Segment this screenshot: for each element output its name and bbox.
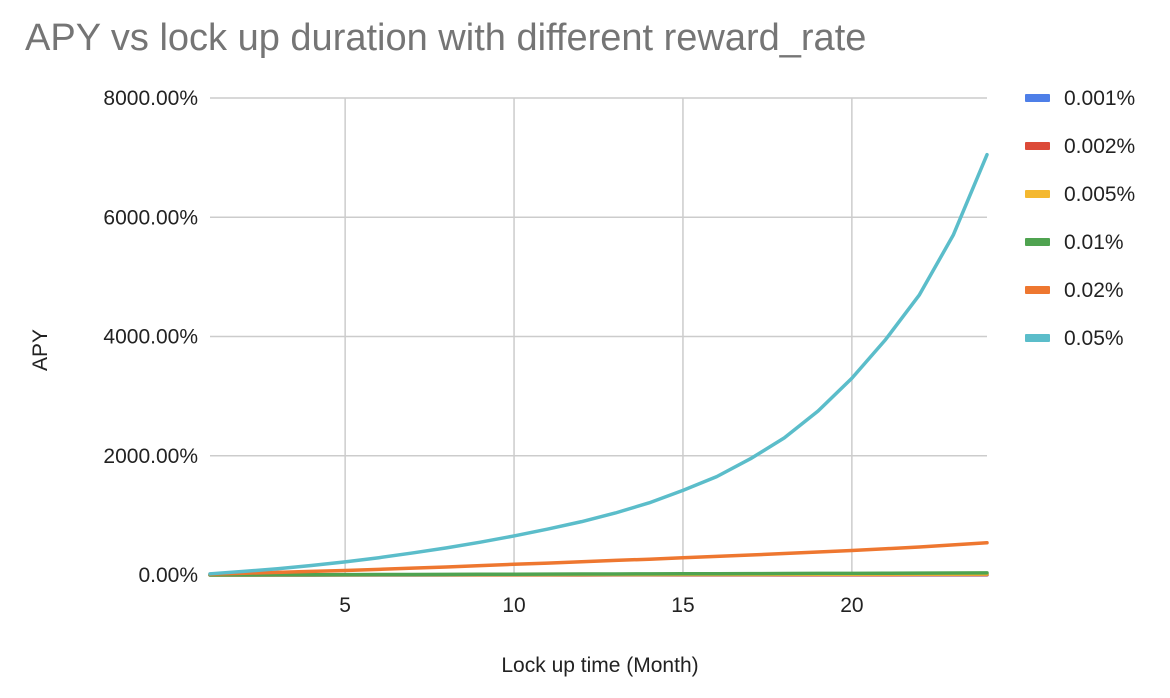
series-line-4 (208, 541, 989, 576)
x-axis-label: Lock up time (Month) (501, 654, 698, 677)
legend-label: 0.005% (1064, 183, 1135, 206)
y-tick-label: 0.00% (138, 564, 198, 587)
y-tick-label: 2000.00% (103, 445, 198, 468)
x-tick-label: 15 (671, 594, 694, 617)
legend-label: 0.001% (1064, 87, 1135, 110)
y-tick-label: 4000.00% (103, 326, 198, 349)
grid (210, 97, 987, 576)
legend-label: 0.02% (1064, 279, 1124, 302)
y-axis-label: APY (29, 329, 52, 371)
series-line-5 (208, 152, 989, 576)
x-tick-label: 10 (502, 594, 525, 617)
legend-swatch (1025, 238, 1050, 246)
legend-label: 0.05% (1064, 327, 1124, 350)
legend-swatch (1025, 142, 1050, 150)
series-lines (208, 152, 989, 577)
y-tick-label: 6000.00% (103, 206, 198, 229)
legend-swatch (1025, 334, 1050, 342)
legend: 0.001% 0.002% 0.005% 0.01% 0.02% 0.05% (1025, 87, 1135, 350)
legend-swatch (1025, 286, 1050, 294)
x-tick-label: 5 (339, 594, 351, 617)
x-tick-label: 20 (840, 594, 863, 617)
chart-title: APY vs lock up duration with different r… (25, 17, 866, 59)
series-line-3 (208, 571, 989, 577)
legend-label: 0.002% (1064, 135, 1135, 158)
legend-swatch (1025, 190, 1050, 198)
y-axis-ticks: 0.00% 2000.00% 4000.00% 6000.00% 8000.00% (103, 87, 198, 587)
legend-swatch (1025, 94, 1050, 102)
legend-label: 0.01% (1064, 231, 1124, 254)
y-tick-label: 8000.00% (103, 87, 198, 110)
x-axis-ticks: 5 10 15 20 (339, 594, 863, 617)
